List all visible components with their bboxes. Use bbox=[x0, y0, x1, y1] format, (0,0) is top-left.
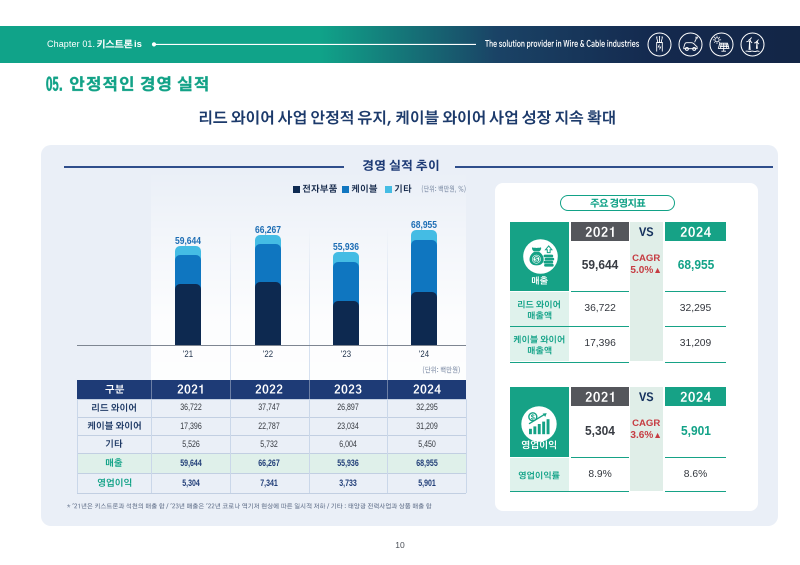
svg-text:$: $ bbox=[534, 257, 538, 264]
svg-text:$: $ bbox=[531, 413, 535, 422]
